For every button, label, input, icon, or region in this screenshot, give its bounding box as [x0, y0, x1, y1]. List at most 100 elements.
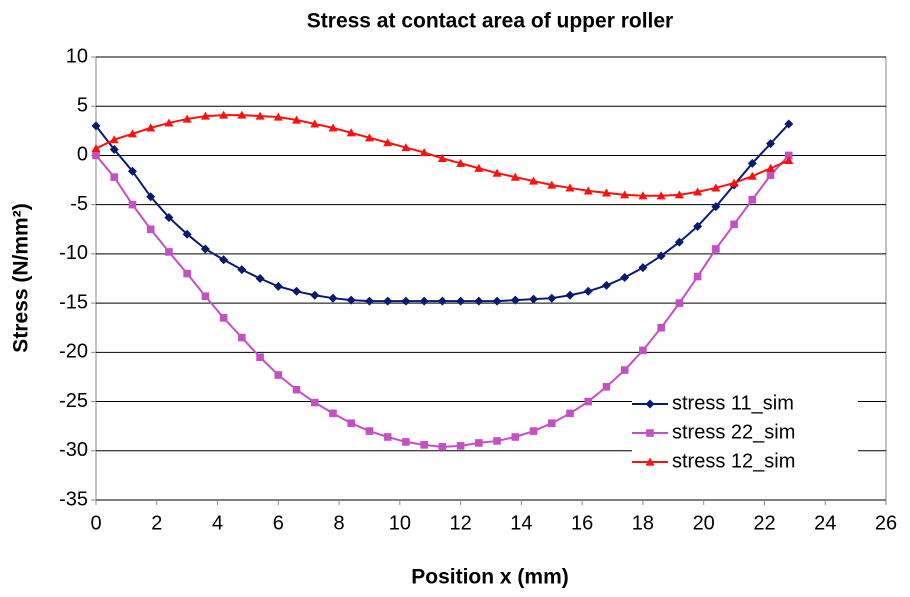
marker	[583, 186, 593, 195]
marker	[127, 166, 137, 176]
marker	[492, 168, 502, 177]
legend-marker	[645, 399, 655, 409]
marker	[529, 176, 539, 185]
marker	[292, 286, 302, 296]
marker	[747, 158, 757, 168]
y-tick-label: 0	[77, 144, 88, 166]
marker	[146, 225, 155, 234]
marker	[383, 138, 393, 147]
x-tick-label: 6	[273, 512, 284, 534]
y-tick-label: -35	[59, 488, 88, 510]
marker	[109, 135, 119, 144]
marker	[182, 229, 192, 239]
marker	[164, 212, 174, 222]
x-tick-label: 2	[151, 512, 162, 534]
y-tick-label: -15	[59, 291, 88, 313]
marker	[346, 128, 356, 137]
marker	[419, 296, 429, 306]
marker	[510, 295, 520, 305]
marker	[747, 171, 757, 180]
marker	[364, 296, 374, 306]
marker	[92, 151, 100, 160]
marker	[639, 346, 647, 355]
marker	[729, 178, 739, 187]
x-tick-label: 8	[334, 512, 345, 534]
legend-marker	[646, 429, 654, 437]
marker	[273, 112, 283, 121]
marker	[183, 269, 191, 278]
x-tick-label: 20	[693, 512, 715, 534]
marker	[529, 294, 539, 304]
marker	[238, 333, 246, 342]
marker	[493, 437, 501, 445]
y-tick-label: -10	[59, 242, 88, 264]
marker	[620, 366, 629, 374]
marker	[401, 296, 411, 306]
x-tick-label: 16	[571, 512, 593, 534]
legend-label: stress 22_sim	[672, 421, 795, 443]
marker	[547, 293, 557, 303]
marker	[310, 119, 320, 128]
marker	[566, 409, 574, 418]
marker	[383, 296, 393, 306]
marker	[656, 191, 666, 200]
marker	[201, 292, 210, 301]
marker	[456, 442, 465, 450]
marker	[711, 202, 721, 212]
marker	[146, 123, 156, 132]
marker	[693, 272, 702, 281]
marker	[438, 443, 447, 451]
marker	[475, 439, 483, 447]
y-tick-label: -25	[59, 390, 88, 412]
marker	[638, 191, 648, 200]
marker	[91, 121, 101, 131]
marker	[329, 409, 337, 418]
marker	[255, 274, 265, 283]
marker	[620, 190, 630, 199]
marker	[601, 280, 611, 290]
marker	[274, 371, 283, 379]
marker	[510, 172, 520, 181]
x-tick-label: 0	[90, 512, 101, 534]
marker	[766, 139, 776, 149]
marker	[347, 419, 356, 428]
x-tick-label: 12	[449, 512, 471, 534]
marker	[784, 119, 794, 129]
marker	[674, 237, 684, 247]
marker	[420, 441, 428, 449]
marker	[511, 433, 520, 441]
x-tick-label: 26	[875, 512, 897, 534]
marker	[165, 248, 173, 256]
marker	[383, 433, 392, 441]
chart-title: Stress at contact area of upper roller	[307, 10, 673, 33]
marker	[766, 171, 775, 179]
marker	[565, 183, 575, 192]
marker	[657, 323, 665, 332]
marker	[127, 129, 137, 138]
x-tick-label: 24	[814, 512, 836, 534]
marker	[712, 245, 720, 253]
marker	[730, 220, 738, 229]
marker	[748, 195, 757, 204]
marker	[273, 281, 283, 291]
marker	[328, 293, 338, 303]
marker	[565, 290, 575, 300]
marker	[675, 299, 684, 307]
y-tick-label: -20	[59, 341, 88, 363]
marker	[492, 296, 502, 306]
y-tick-label: 5	[77, 95, 88, 117]
marker	[310, 398, 319, 407]
marker	[109, 145, 119, 155]
marker	[256, 353, 264, 362]
marker	[674, 190, 684, 199]
marker	[237, 110, 247, 119]
marker	[693, 187, 703, 196]
marker	[601, 188, 611, 197]
marker	[656, 251, 666, 261]
marker	[437, 296, 447, 306]
marker	[364, 133, 374, 142]
marker	[602, 382, 611, 391]
marker	[110, 173, 119, 181]
marker	[219, 110, 229, 119]
